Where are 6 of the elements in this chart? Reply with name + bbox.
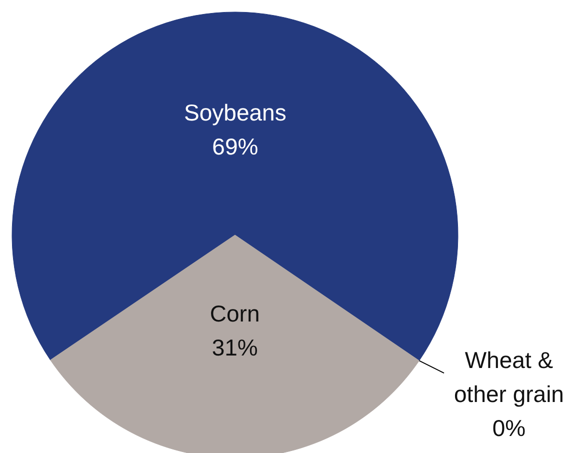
slice-label: Corn	[210, 300, 260, 326]
data-label: 69%	[212, 134, 258, 160]
slice-label: Soybeans	[184, 100, 286, 126]
legend-label: Wheat & other grain	[454, 347, 564, 408]
text: 0%	[492, 415, 526, 442]
data-label: 31%	[212, 334, 258, 360]
